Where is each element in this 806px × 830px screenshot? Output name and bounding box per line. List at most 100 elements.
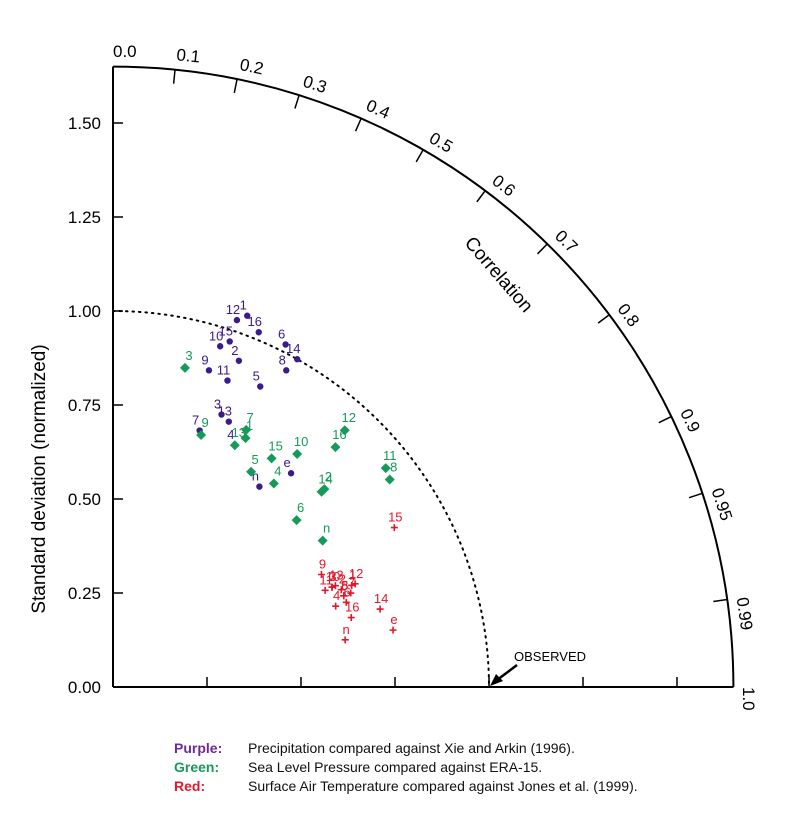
correlation-tick-label: 0.5 [426, 128, 456, 156]
red-point-label: 11 [319, 572, 333, 587]
green-point-4 [268, 478, 279, 489]
observed-label: OBSERVED [514, 649, 586, 664]
purple-point-13 [225, 418, 233, 425]
red-point-label: 10 [326, 569, 340, 584]
correlation-tick-label: 0.3 [301, 72, 329, 97]
purple-point-14 [294, 356, 301, 363]
purple-point-label: 12 [226, 302, 240, 317]
red-point-n [341, 636, 349, 644]
red-point-label: 3 [329, 569, 336, 584]
correlation-tick-label: 1.0 [739, 687, 758, 711]
correlation-tick-label: 0.2 [238, 55, 265, 78]
green-point-label: 10 [294, 434, 308, 449]
green-point-label: 6 [297, 500, 304, 515]
green-point-label: 13 [232, 425, 246, 440]
red-point-13 [331, 582, 339, 590]
red-point-label: 2 [339, 572, 346, 587]
green-point-7 [241, 424, 252, 435]
purple-point-label: n [252, 469, 259, 484]
green-point-label: 5 [251, 452, 258, 467]
red-point-label: 12 [349, 566, 363, 581]
green-point-5 [246, 466, 257, 477]
green-point-label: 16 [332, 427, 346, 442]
correlation-tick-label: 0.9 [676, 406, 703, 436]
correlation-arc [112, 65, 735, 688]
red-point-label: 14 [374, 591, 388, 606]
purple-point-3 [218, 411, 225, 418]
purple-point-label: e [283, 455, 290, 470]
red-point-label: 8 [341, 578, 348, 593]
red-point-e [389, 626, 397, 634]
green-point-3 [179, 362, 190, 373]
green-point-label: n [323, 521, 330, 536]
green-point-12 [339, 425, 350, 436]
purple-point-e [287, 470, 295, 477]
green-point-label: 8 [390, 459, 397, 474]
red-point-label: 7 [348, 575, 355, 590]
purple-point-label: 10 [209, 328, 223, 343]
y-axis-title: Standard deviation (normalized) [29, 344, 50, 613]
green-point-9 [196, 429, 207, 440]
red-point-2 [337, 586, 345, 594]
legend-text: Surface Air Temperature compared against… [248, 778, 638, 794]
green-point-label: 7 [247, 410, 254, 425]
green-point-13 [229, 440, 240, 451]
legend-key: Green: [174, 759, 220, 775]
red-point-label: 13 [329, 568, 343, 583]
correlation-tick-label: 0.95 [708, 486, 736, 523]
red-point-label: e [390, 612, 397, 627]
purple-point-label: 16 [248, 314, 262, 329]
red-point-label: 9 [319, 556, 326, 571]
red-point-11 [321, 586, 329, 594]
correlation-tick [658, 415, 672, 424]
green-point-label: 2 [325, 469, 332, 484]
green-point-label: 1 [246, 418, 253, 433]
purple-point-n [256, 483, 263, 490]
y-tick-label: 0.50 [68, 490, 101, 509]
green-point-15 [266, 453, 277, 464]
y-tick-label: 0.00 [68, 678, 101, 697]
legend-key: Purple: [174, 740, 223, 756]
correlation-tick [354, 118, 362, 132]
purple-point-6 [282, 341, 289, 348]
green-point-label: 11 [383, 448, 397, 463]
correlation-tick [233, 78, 238, 94]
purple-point-11 [224, 377, 231, 384]
legend-text: Precipitation compared against Xie and A… [248, 740, 575, 756]
green-point-label: 3 [185, 348, 192, 363]
green-point-label: 15 [268, 438, 282, 453]
purple-point-label: 14 [286, 341, 300, 356]
green-point-8 [384, 474, 395, 485]
correlation-tick [294, 94, 300, 109]
green-point-16 [330, 442, 341, 453]
y-tick-label: 1.00 [68, 302, 101, 321]
red-point-8 [340, 592, 348, 600]
y-tick-label: 1.50 [68, 114, 101, 133]
purple-point-5 [257, 383, 264, 390]
y-tick-label: 0.25 [68, 584, 101, 603]
red-point-4 [332, 602, 340, 610]
green-point-11 [380, 463, 391, 474]
legend: Purple: Precipitation compared against X… [174, 739, 638, 796]
red-point-label: 16 [345, 600, 359, 615]
purple-point-label: 1 [240, 298, 247, 313]
legend-entry-purple: Purple: Precipitation compared against X… [174, 739, 638, 758]
purple-point-label: 9 [201, 352, 208, 367]
green-point-1 [240, 433, 251, 444]
red-point-12 [351, 580, 359, 588]
purple-point-9 [205, 367, 213, 374]
y-tick-label: 0.75 [68, 396, 101, 415]
reference-std-arc [112, 310, 490, 688]
correlation-tick [172, 69, 176, 84]
green-point-10 [292, 448, 303, 459]
observed-arrowhead [490, 674, 503, 686]
purple-point-8 [283, 367, 290, 374]
red-point-label: 5 [341, 578, 348, 593]
purple-point-10 [216, 343, 224, 350]
purple-point-label: 11 [217, 363, 231, 378]
correlation-tick [713, 598, 728, 603]
red-point-9 [317, 570, 325, 578]
correlation-tick [415, 149, 424, 163]
purple-point-15 [226, 338, 233, 345]
